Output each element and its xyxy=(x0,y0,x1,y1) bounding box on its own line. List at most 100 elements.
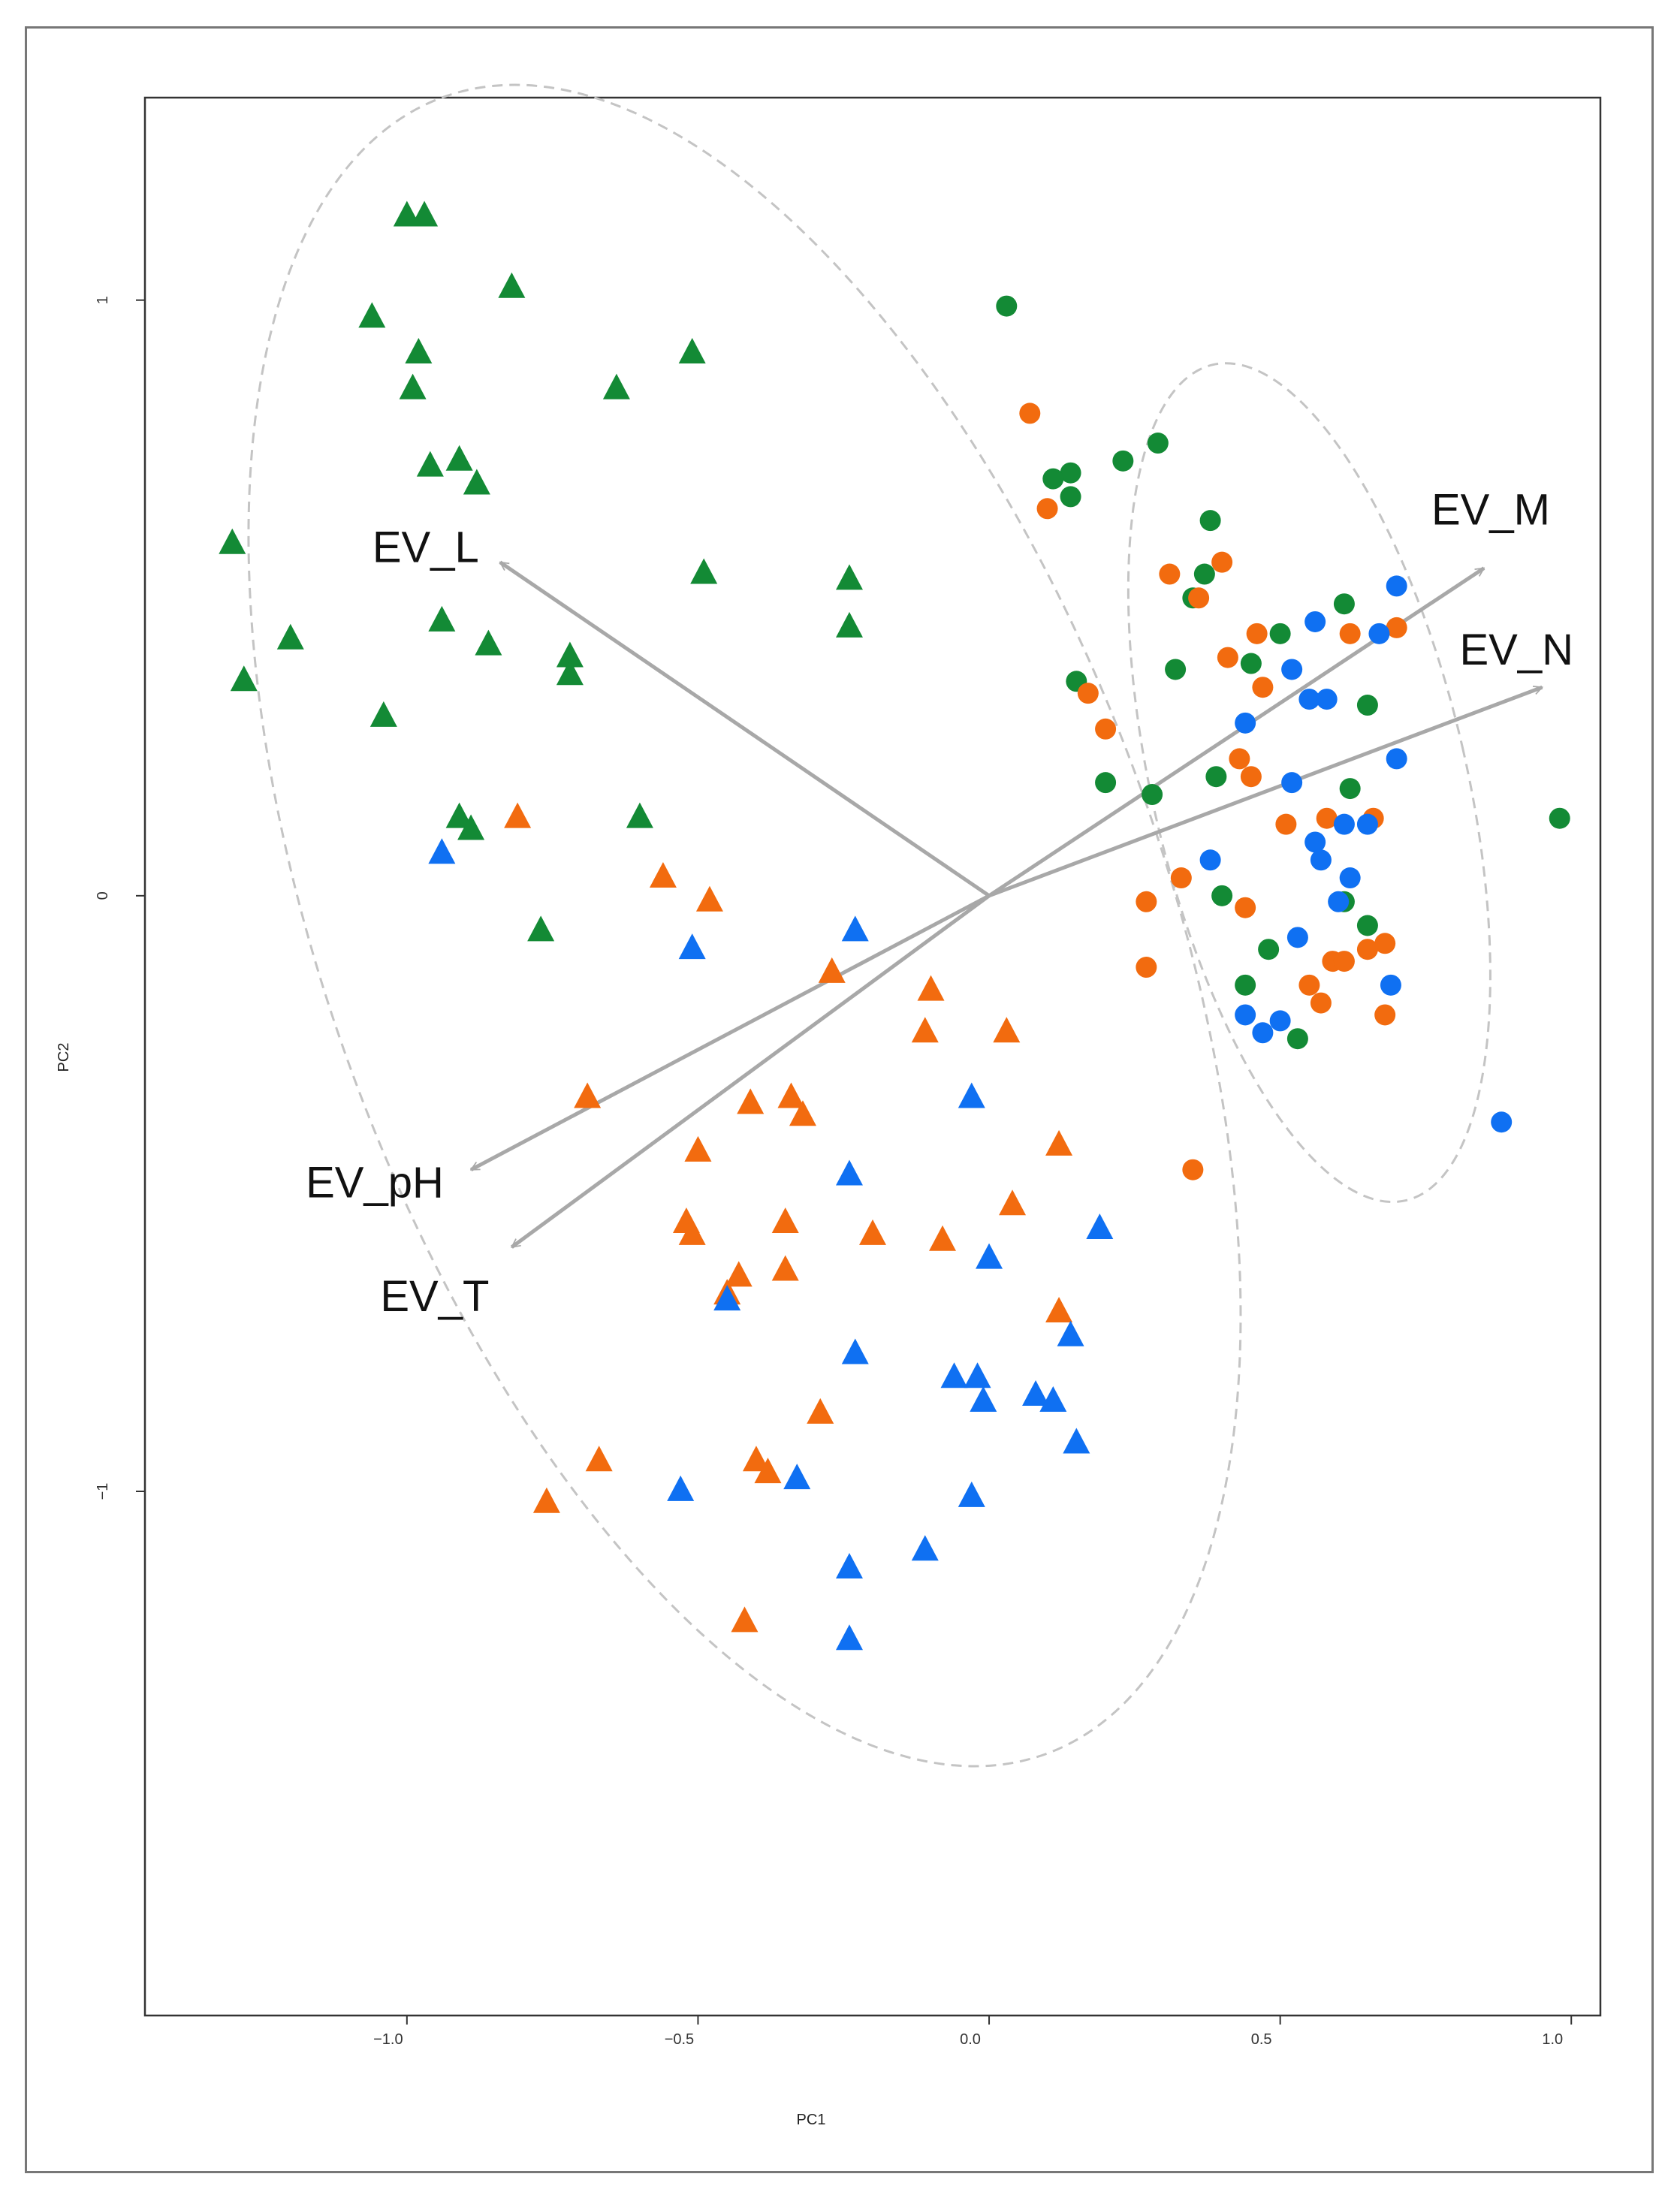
orange-triangle-point xyxy=(917,975,945,1001)
blue-triangle-point xyxy=(667,1475,695,1501)
green-triangle-point xyxy=(626,802,653,828)
y-tick-label: −1 xyxy=(95,1483,111,1500)
green-triangle-point xyxy=(690,558,718,584)
blue-circle-point xyxy=(1304,611,1326,632)
blue-triangle-point xyxy=(911,1535,939,1561)
blue-triangle-point xyxy=(841,1338,869,1364)
blue-triangle-point xyxy=(940,1362,968,1388)
orange-circle-point xyxy=(1217,647,1238,668)
green-triangle-point xyxy=(230,665,258,692)
x-tick-label: −0.5 xyxy=(665,2031,694,2048)
green-circle-point xyxy=(1060,486,1081,508)
green-triangle-point xyxy=(457,814,485,840)
green-circle-point xyxy=(1258,939,1280,960)
orange-triangle-point xyxy=(532,1487,560,1513)
blue-circle-point xyxy=(1281,659,1303,680)
blue-triangle-point xyxy=(428,838,456,864)
orange-triangle-point xyxy=(1045,1296,1073,1322)
green-triangle-point xyxy=(358,302,386,328)
green-triangle-point xyxy=(475,629,502,656)
blue-triangle-point xyxy=(976,1243,1003,1269)
green-circle-point xyxy=(1112,450,1134,472)
orange-circle-point xyxy=(1159,563,1181,585)
ellipse-triangles-group xyxy=(247,83,1242,1768)
blue-circle-point xyxy=(1333,813,1355,835)
blue-triangle-point xyxy=(970,1385,997,1412)
blue-circle-point xyxy=(1269,1010,1291,1032)
orange-circle-point xyxy=(1252,677,1274,698)
orange-triangle-point xyxy=(695,885,723,912)
orange-triangle-point xyxy=(684,1135,712,1162)
green-circle-point xyxy=(1142,784,1163,806)
green-circle-point xyxy=(1095,772,1117,794)
green-circle-point xyxy=(1060,462,1081,484)
green-triangle-point xyxy=(405,337,433,363)
orange-triangle-point xyxy=(754,1458,782,1484)
vector-EV_N xyxy=(988,685,1542,898)
green-triangle-point xyxy=(556,641,584,668)
y-axis-title: PC2 xyxy=(56,1043,72,1072)
blue-triangle-point xyxy=(841,915,869,942)
blue-triangle-point xyxy=(783,1464,811,1490)
vector-EV_pH xyxy=(471,894,991,1171)
blue-triangle-point xyxy=(678,933,706,960)
orange-triangle-point xyxy=(911,1017,939,1043)
green-circle-point xyxy=(1356,915,1378,936)
blue-circle-point xyxy=(1298,689,1320,710)
orange-triangle-point xyxy=(649,861,677,888)
orange-circle-point xyxy=(1333,951,1355,972)
orange-circle-point xyxy=(1374,1004,1396,1026)
orange-circle-point xyxy=(1298,974,1320,996)
blue-triangle-point xyxy=(1086,1213,1114,1239)
blue-circle-point xyxy=(1491,1111,1513,1133)
green-circle-point xyxy=(996,295,1018,317)
orange-triangle-point xyxy=(1045,1129,1073,1156)
orange-circle-point xyxy=(1095,718,1117,740)
orange-circle-point xyxy=(1240,766,1262,788)
vector-label-EV_N: EV_N xyxy=(1459,626,1573,674)
green-circle-point xyxy=(1147,433,1169,454)
orange-triangle-point xyxy=(859,1219,886,1245)
blue-circle-point xyxy=(1339,867,1361,889)
blue-circle-point xyxy=(1281,772,1303,794)
orange-triangle-point xyxy=(807,1397,834,1424)
green-circle-point xyxy=(1199,510,1221,532)
vector-EV_T xyxy=(511,894,991,1249)
green-circle-point xyxy=(1235,974,1256,996)
x-tick-label: 1.0 xyxy=(1542,2031,1563,2048)
x-tick-label: 0.0 xyxy=(960,2031,981,2048)
x-axis-title: PC1 xyxy=(797,2112,826,2128)
orange-triangle-point xyxy=(818,957,846,983)
orange-circle-point xyxy=(1182,1159,1204,1180)
orange-circle-point xyxy=(1077,683,1099,704)
green-triangle-point xyxy=(416,451,444,477)
orange-circle-point xyxy=(1310,992,1332,1014)
orange-triangle-point xyxy=(789,1100,816,1126)
green-circle-point xyxy=(1240,653,1262,674)
vector-EV_L xyxy=(500,560,991,897)
orange-circle-point xyxy=(1136,891,1157,912)
green-circle-point xyxy=(1269,623,1291,644)
blue-circle-point xyxy=(1252,1022,1274,1044)
blue-triangle-point xyxy=(1057,1320,1084,1346)
blue-circle-point xyxy=(1310,849,1332,871)
blue-triangle-point xyxy=(835,1624,863,1651)
blue-triangle-point xyxy=(713,1285,741,1311)
blue-triangle-point xyxy=(964,1362,991,1388)
blue-triangle-point xyxy=(835,1553,863,1579)
green-triangle-point xyxy=(556,659,584,686)
orange-triangle-point xyxy=(771,1208,799,1234)
green-circle-point xyxy=(1211,885,1233,906)
orange-circle-point xyxy=(1374,933,1396,954)
orange-triangle-point xyxy=(504,802,532,828)
green-triangle-point xyxy=(498,272,526,298)
orange-circle-point xyxy=(1136,957,1157,978)
blue-circle-point xyxy=(1316,689,1338,710)
orange-circle-point xyxy=(1316,807,1338,829)
orange-circle-point xyxy=(1188,587,1210,609)
green-triangle-point xyxy=(463,469,490,495)
blue-triangle-point xyxy=(1039,1385,1067,1412)
orange-triangle-point xyxy=(777,1082,805,1108)
orange-circle-point xyxy=(1229,748,1250,770)
